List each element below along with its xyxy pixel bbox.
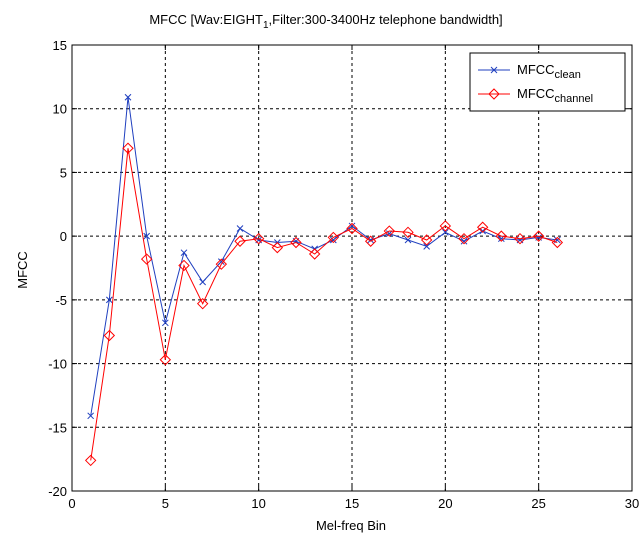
data-point-clean	[460, 237, 468, 245]
data-point-clean	[161, 319, 169, 327]
data-point-clean	[404, 236, 412, 244]
data-point-channel	[290, 236, 302, 249]
legend-entry-clean: MFCCclean	[478, 62, 581, 81]
x-tick-label: 20	[438, 496, 452, 511]
data-point-channel	[476, 221, 489, 233]
data-point-channel	[495, 230, 508, 242]
chart-title: MFCC [Wav:EIGHT1,Filter:300-3400Hz telep…	[149, 12, 502, 31]
data-point-clean	[348, 222, 356, 230]
data-point-channel	[402, 226, 414, 239]
y-tick-label: -15	[48, 420, 67, 435]
data-point-channel	[271, 241, 284, 254]
data-point-channel	[346, 222, 358, 235]
data-point-channel	[364, 235, 377, 247]
data-point-clean	[217, 258, 225, 265]
series-lines	[84, 93, 564, 467]
y-tick-label: -10	[48, 357, 67, 372]
x-tick-label: 30	[625, 496, 639, 511]
data-point-channel	[458, 232, 470, 245]
data-point-channel	[383, 225, 396, 237]
data-point-clean	[423, 242, 431, 250]
x-tick-label: 5	[162, 496, 169, 511]
legend: MFCCclean MFCCchannel	[469, 52, 626, 112]
data-point-clean	[329, 236, 337, 244]
x-tick-label: 15	[345, 496, 359, 511]
data-point-channel	[532, 230, 545, 242]
data-point-channel	[327, 231, 340, 244]
data-point-channel	[514, 232, 526, 245]
data-point-channel	[196, 297, 209, 310]
data-point-clean	[199, 278, 207, 286]
y-tick-label: 0	[60, 229, 67, 244]
y-tick-label: -20	[48, 484, 67, 499]
data-point-channel	[308, 248, 321, 260]
svg-text:MFCC [Wav:EIGHT1,Filter:300-34: MFCC [Wav:EIGHT1,Filter:300-3400Hz telep…	[149, 12, 502, 31]
y-axis-label: MFCC	[15, 251, 30, 289]
data-point-channel	[140, 253, 153, 265]
data-point-channel	[420, 234, 433, 246]
data-point-channel	[103, 329, 116, 342]
data-point-clean	[143, 232, 151, 240]
data-point-clean	[479, 227, 487, 235]
legend-label: MFCCclean	[517, 62, 581, 81]
axis-ticks: 0 5 10 15 20 25 30 -20 -15 -10 -5 0 5 10 15	[48, 38, 639, 511]
data-point-channel	[178, 259, 190, 272]
data-point-channel	[252, 232, 265, 245]
data-point-clean	[87, 412, 95, 420]
y-tick-label: -5	[55, 293, 67, 308]
data-point-channel	[234, 235, 246, 247]
y-tick-label: 5	[60, 165, 67, 180]
legend-box	[469, 52, 626, 112]
data-point-channel	[159, 354, 172, 366]
series-line-clean	[90, 97, 558, 416]
x-axis-label: Mel-freq Bin	[316, 518, 386, 533]
chart-title-subscript: 1	[263, 20, 269, 31]
x-tick-label: 25	[531, 496, 545, 511]
chart-title-suffix: ,Filter:300-3400Hz telephone bandwidth]	[269, 12, 503, 27]
legend-entry-channel: MFCCchannel	[478, 86, 593, 105]
y-tick-label: 10	[53, 102, 67, 117]
grid	[72, 45, 632, 491]
data-point-clean	[105, 296, 113, 304]
data-point-clean	[441, 228, 449, 236]
data-point-channel	[439, 220, 452, 232]
data-point-clean	[124, 93, 132, 101]
legend-label: MFCCchannel	[517, 86, 593, 105]
data-point-channel	[215, 258, 228, 270]
data-point-channel	[84, 454, 97, 467]
data-point-channel	[122, 142, 134, 154]
data-point-clean	[236, 225, 244, 232]
y-tick-label: 15	[53, 38, 67, 53]
chart-title-main: MFCC [Wav:EIGHT	[149, 12, 263, 27]
x-tick-label: 0	[68, 496, 75, 511]
x-tick-label: 10	[251, 496, 265, 511]
data-point-clean	[180, 249, 188, 257]
data-point-channel	[551, 236, 564, 249]
